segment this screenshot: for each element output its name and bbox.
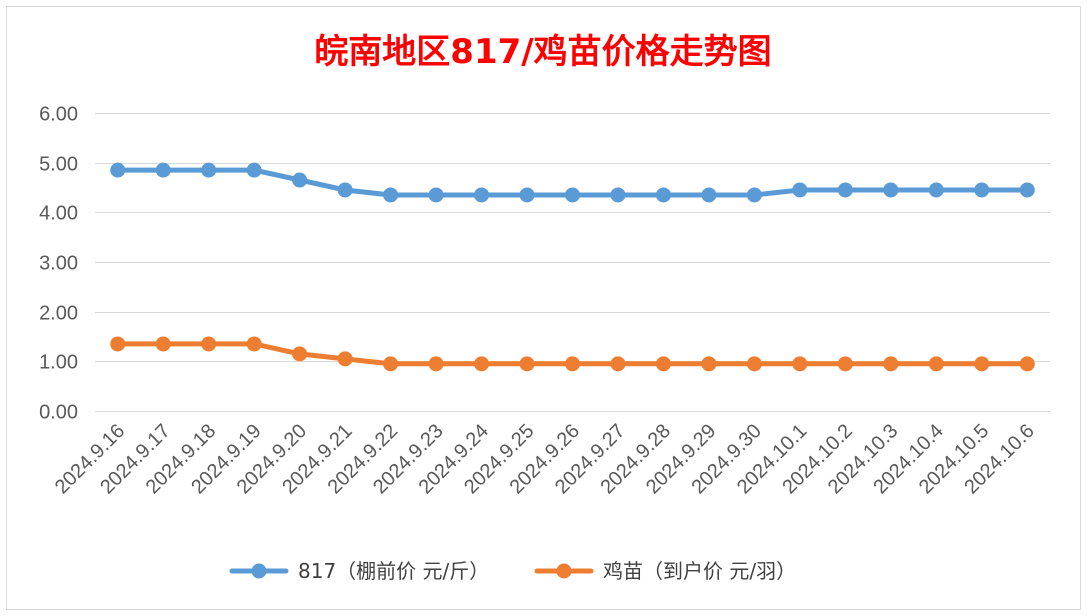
- y-axis-tick-labels: 0.00 1.00 2.00 3.00 4.00 5.00 6.00: [39, 104, 78, 424]
- data-point[interactable]: [974, 356, 990, 372]
- data-point[interactable]: [155, 336, 171, 352]
- y-tick-label: 2.00: [39, 303, 78, 325]
- data-point[interactable]: [428, 187, 444, 203]
- data-point[interactable]: [565, 187, 580, 203]
- chart-title: 皖南地区817/鸡苗价格走势图: [314, 32, 771, 72]
- data-point[interactable]: [110, 162, 126, 178]
- data-point[interactable]: [883, 356, 899, 372]
- data-point[interactable]: [1019, 182, 1035, 198]
- legend-point-marker: [251, 563, 267, 579]
- data-point[interactable]: [383, 187, 399, 203]
- data-point[interactable]: [519, 187, 535, 203]
- legend-point-marker: [556, 563, 572, 579]
- data-point[interactable]: [792, 356, 808, 372]
- data-point[interactable]: [201, 162, 217, 178]
- data-point[interactable]: [837, 356, 853, 372]
- y-tick-label: 4.00: [39, 203, 78, 225]
- data-point[interactable]: [792, 182, 808, 198]
- legend-item[interactable]: 鸡苗（到户价 元/羽）: [534, 559, 796, 583]
- data-point[interactable]: [928, 182, 944, 198]
- data-point[interactable]: [610, 356, 626, 372]
- data-point[interactable]: [883, 182, 899, 198]
- y-tick-label: 1.00: [39, 352, 78, 374]
- y-tick-label: 0.00: [39, 402, 78, 424]
- legend-label: 鸡苗（到户价 元/羽）: [603, 559, 796, 583]
- series-lines: [110, 162, 1035, 372]
- data-point[interactable]: [383, 356, 399, 372]
- data-point[interactable]: [837, 182, 853, 198]
- legend-item[interactable]: 817（棚前价 元/斤）: [229, 559, 489, 583]
- chart-area-border: [6, 6, 1081, 610]
- data-point[interactable]: [337, 351, 353, 367]
- data-point[interactable]: [746, 356, 762, 372]
- data-point[interactable]: [428, 356, 444, 372]
- legend-label: 817（棚前价 元/斤）: [298, 559, 489, 583]
- data-point[interactable]: [474, 356, 490, 372]
- data-point[interactable]: [201, 336, 217, 352]
- data-point[interactable]: [474, 187, 490, 203]
- data-point[interactable]: [701, 356, 717, 372]
- data-point[interactable]: [701, 187, 717, 203]
- data-point[interactable]: [610, 187, 626, 203]
- data-point[interactable]: [292, 172, 308, 188]
- y-tick-label: 6.00: [39, 104, 78, 126]
- y-tick-label: 3.00: [39, 253, 78, 275]
- data-point[interactable]: [565, 356, 580, 372]
- data-point[interactable]: [292, 346, 308, 362]
- data-point[interactable]: [246, 162, 262, 178]
- legend[interactable]: 817（棚前价 元/斤） 鸡苗（到户价 元/羽）: [229, 559, 796, 583]
- series-1: [110, 162, 1035, 203]
- data-point[interactable]: [974, 182, 990, 198]
- data-point[interactable]: [155, 162, 171, 178]
- data-point[interactable]: [246, 336, 262, 352]
- data-point[interactable]: [928, 356, 944, 372]
- data-point[interactable]: [337, 182, 353, 198]
- data-point[interactable]: [110, 336, 126, 352]
- data-point[interactable]: [746, 187, 762, 203]
- data-point[interactable]: [519, 356, 535, 372]
- data-point[interactable]: [1019, 356, 1035, 372]
- series-2: [110, 336, 1035, 372]
- data-point[interactable]: [655, 356, 671, 372]
- y-tick-label: 5.00: [39, 154, 78, 176]
- data-point[interactable]: [655, 187, 671, 203]
